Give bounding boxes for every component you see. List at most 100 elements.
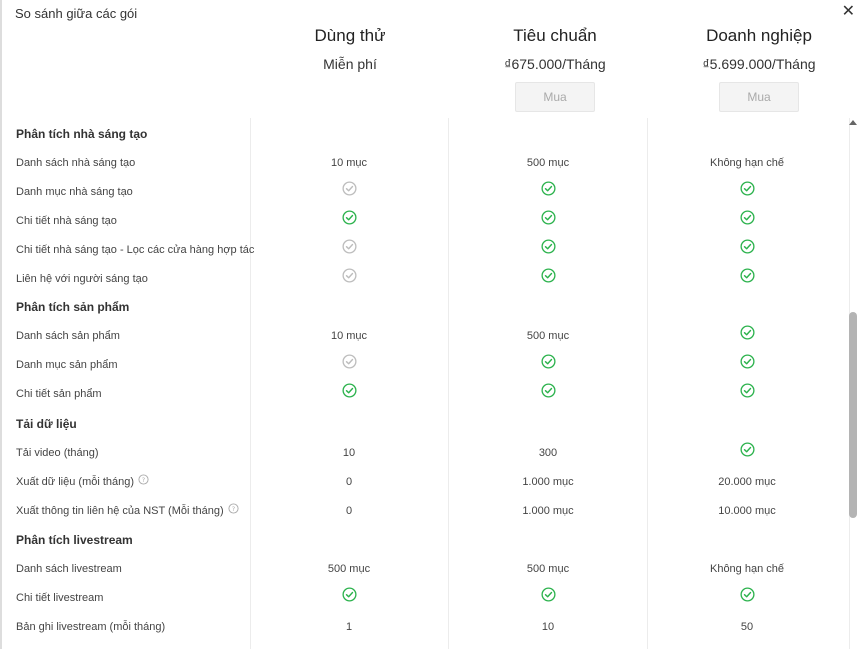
cell-value: 300 [538,447,558,459]
plan-price: ₫675.000/Tháng [504,56,606,72]
plan-header-enterprise: Doanh nghiệp ₫5.699.000/Tháng Mua [659,26,859,112]
feature-label: Danh mục sản phẩm [16,359,118,371]
section-title: Phân tích livestream [16,533,133,547]
check-circle-icon [341,208,357,236]
info-icon[interactable]: ? [228,497,239,525]
cell-value: 0 [345,476,353,488]
cell-value: 10.000 mục [718,505,776,517]
feature-label: Xuất dữ liệu (mỗi tháng)? [16,468,149,496]
check-circle-icon [739,585,755,613]
check-circle-icon [540,352,556,380]
table-row: Chi tiết nhà sáng tạo - Lọc các cửa hàng… [2,236,850,264]
cell [652,584,842,613]
feature-label: Chi tiết nhà sáng tạo - Lọc các cửa hàng… [16,244,255,256]
cell [254,236,444,265]
table-row: Danh mục sản phẩm [2,351,850,379]
section-header: Phân tích nhà sáng tạo [2,120,850,148]
table-row: Xuất thông tin liên hệ của NST (Mỗi thán… [2,497,850,525]
cell [254,207,444,236]
cell [453,207,643,236]
cell-value: 10 [541,621,555,633]
feature-label: Chi tiết sản phẩm [16,388,102,400]
plan-header-standard: Tiêu chuẩn ₫675.000/Tháng Mua [455,26,655,112]
plan-price: Miễn phí [323,56,377,72]
cell-value: 10 mục [330,157,368,169]
cell [254,351,444,380]
section-title: Phân tích nhà sáng tạo [16,127,148,141]
scroll-thumb[interactable] [849,312,857,518]
table-row: Tải video (tháng) 10 300 [2,439,850,467]
cell [453,351,643,380]
column-divider [250,118,251,649]
scroll-up-arrow-icon[interactable] [849,120,857,125]
section-header: Phân tích sản phẩm [2,293,850,321]
cell [453,265,643,294]
check-circle-icon [739,381,755,409]
feature-label: Tải video (tháng) [16,447,99,459]
info-icon[interactable]: ? [138,468,149,496]
table-row: Danh sách sản phẩm 10 mục 500 mục [2,322,850,350]
cell [652,207,842,236]
feature-label: Danh mục nhà sáng tạo [16,186,133,198]
check-circle-icon [739,266,755,294]
table-row: Xuất dữ liệu (mỗi tháng)? 0 1.000 mục 20.00… [2,468,850,496]
cell [254,380,444,409]
plan-price: ₫5.699.000/Tháng [702,56,816,72]
feature-label: Xuất thông tin liên hệ của NST (Mỗi thán… [16,497,239,525]
cell [652,236,842,265]
check-circle-disabled-icon [341,352,357,380]
cell [453,236,643,265]
check-circle-icon [739,440,755,468]
cell-value: 500 mục [526,330,570,342]
check-circle-icon [540,266,556,294]
table-row: Liên hệ với người sáng tạo [2,265,850,293]
cell-value: 1.000 mục [522,476,574,488]
feature-label: Bản ghi livestream (mỗi tháng) [16,621,166,633]
check-circle-icon [540,585,556,613]
svg-text:?: ? [232,505,235,513]
check-circle-icon [341,381,357,409]
check-circle-icon [540,208,556,236]
cell-value: Không hạn chế [709,563,784,575]
check-circle-icon [739,179,755,207]
buy-button-enterprise[interactable]: Mua [719,82,799,112]
column-divider [647,118,648,649]
table-row: Chi tiết sản phẩm [2,380,850,408]
section-title: Tải dữ liệu [16,417,77,431]
feature-label: Chi tiết nhà sáng tạo [16,215,117,227]
table-row: Danh sách nhà sáng tạo 10 mục 500 mục Không… [2,149,850,177]
cell-value: 0 [345,505,353,517]
cell-value: 500 mục [526,563,570,575]
table-row: Bản ghi livestream (mỗi tháng) 1 10 50 [2,613,850,641]
plan-name: Doanh nghiệp [706,26,812,45]
cell-value: 500 mục [526,157,570,169]
check-circle-icon [739,323,755,351]
check-circle-icon [739,352,755,380]
cell-value: 20.000 mục [718,476,776,488]
table-row: Danh mục nhà sáng tạo [2,178,850,206]
cell [652,439,842,468]
cell-value: 50 [740,621,754,633]
check-circle-disabled-icon [341,237,357,265]
cell-value: 1.000 mục [522,505,574,517]
feature-label: Danh sách livestream [16,563,122,575]
close-icon[interactable]: ✕ [841,3,855,20]
cell-value: 10 mục [330,330,368,342]
check-circle-icon [540,381,556,409]
cell [652,178,842,207]
table-row: Chi tiết nhà sáng tạo [2,207,850,235]
check-circle-icon [341,585,357,613]
check-circle-icon [540,179,556,207]
feature-label: Chi tiết livestream [16,592,104,604]
check-circle-disabled-icon [341,266,357,294]
section-title: Phân tích sản phẩm [16,300,130,314]
table-row: Chi tiết livestream [2,584,850,612]
plan-name: Dùng thử [314,26,386,45]
check-circle-icon [739,237,755,265]
section-header: Tải dữ liệu [2,410,850,438]
buy-button-standard[interactable]: Mua [515,82,595,112]
feature-label: Danh sách nhà sáng tạo [16,157,136,169]
scrollbar[interactable] [849,118,857,649]
cell [254,584,444,613]
